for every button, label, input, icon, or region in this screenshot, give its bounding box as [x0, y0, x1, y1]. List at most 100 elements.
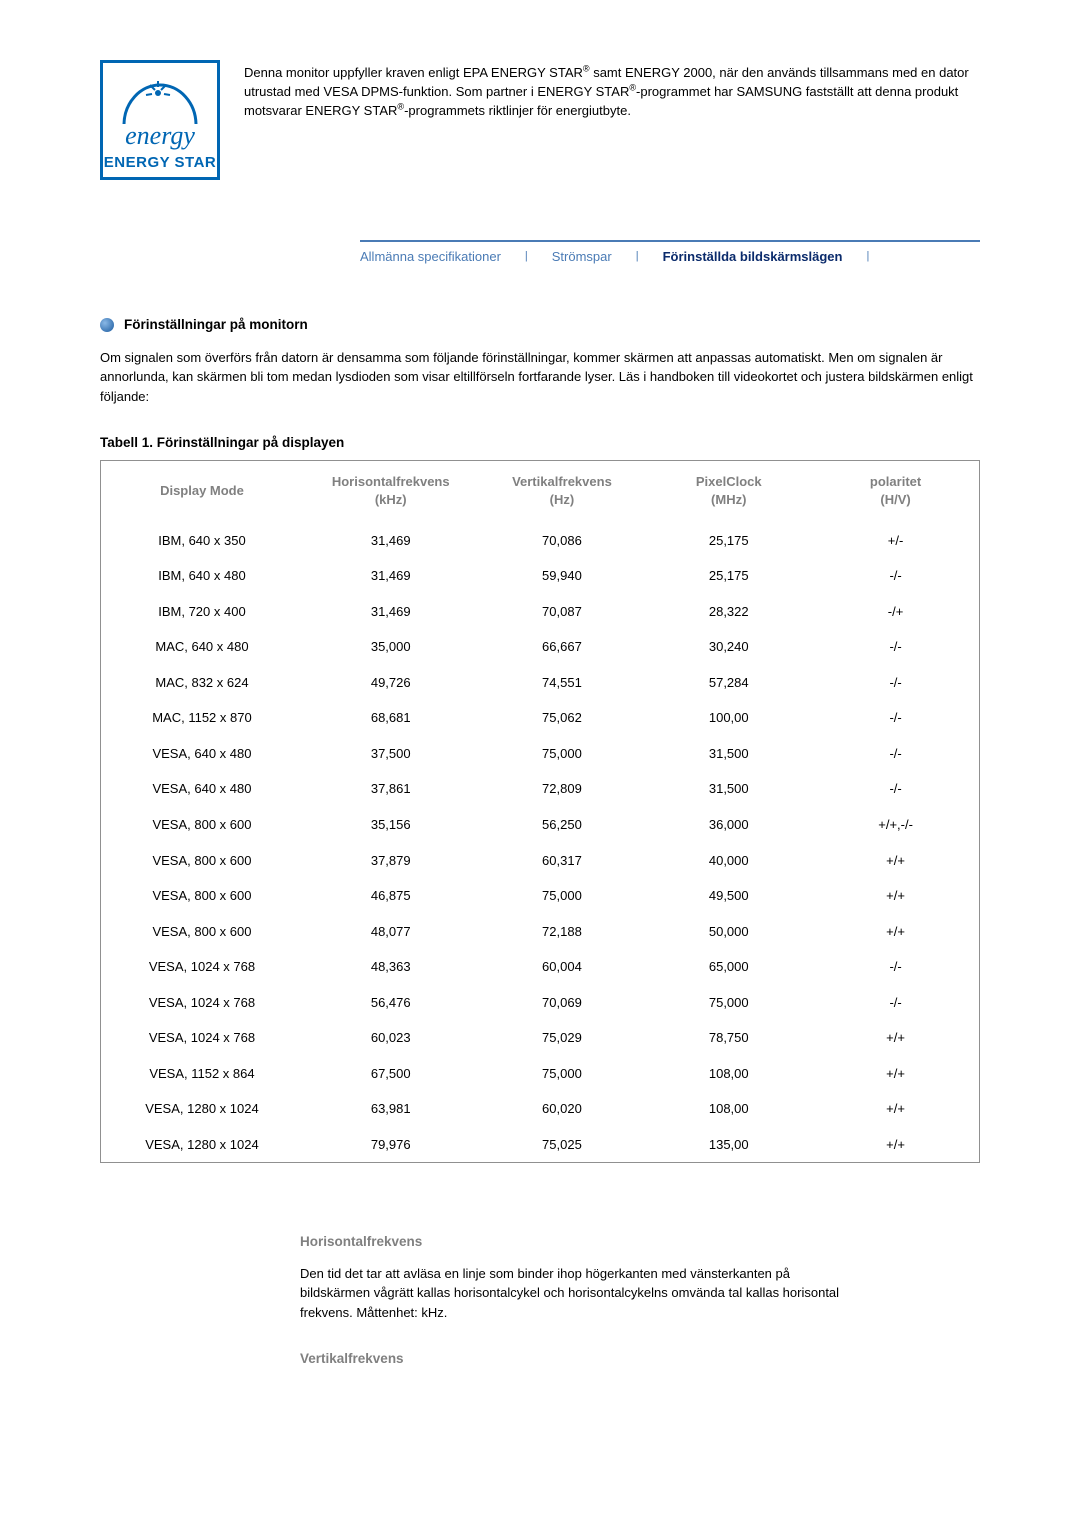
- table-row: MAC, 1152 x 87068,68175,062100,00-/-: [101, 700, 979, 736]
- table-cell: 135,00: [645, 1127, 812, 1163]
- section-paragraph: Om signalen som överförs från datorn är …: [100, 348, 980, 407]
- table-cell: 108,00: [645, 1091, 812, 1127]
- definitions-section: HorisontalfrekvensDen tid det tar att av…: [300, 1233, 860, 1368]
- table-row: VESA, 1152 x 86467,50075,000108,00+/+: [101, 1056, 979, 1092]
- table-cell: 56,250: [479, 807, 646, 843]
- table-cell: VESA, 1280 x 1024: [101, 1091, 303, 1127]
- table-row: VESA, 800 x 60037,87960,31740,000+/+: [101, 843, 979, 879]
- table-cell: -/-: [812, 771, 979, 807]
- table-cell: 48,363: [303, 949, 479, 985]
- table-cell: VESA, 1152 x 864: [101, 1056, 303, 1092]
- table-cell: -/-: [812, 558, 979, 594]
- table-cell: VESA, 800 x 600: [101, 914, 303, 950]
- table-cell: VESA, 800 x 600: [101, 878, 303, 914]
- table-header-cell: PixelClock(MHz): [645, 461, 812, 522]
- table-cell: 48,077: [303, 914, 479, 950]
- table-cell: 60,317: [479, 843, 646, 879]
- intro-part-3: -programmets riktlinjer för energiutbyte…: [404, 103, 631, 118]
- energy-star-logo: energy ENERGY STAR: [100, 60, 220, 180]
- table-cell: VESA, 640 x 480: [101, 771, 303, 807]
- table-cell: +/+: [812, 878, 979, 914]
- table-cell: 40,000: [645, 843, 812, 879]
- table-cell: MAC, 1152 x 870: [101, 700, 303, 736]
- bullet-icon: [100, 318, 114, 332]
- table-cell: 31,469: [303, 523, 479, 559]
- table-cell: 37,861: [303, 771, 479, 807]
- table-cell: 72,188: [479, 914, 646, 950]
- table-cell: 59,940: [479, 558, 646, 594]
- table-row: VESA, 640 x 48037,86172,80931,500-/-: [101, 771, 979, 807]
- logo-label: ENERGY STAR: [104, 153, 216, 173]
- table-cell: +/+: [812, 1127, 979, 1163]
- table-cell: VESA, 1024 x 768: [101, 1020, 303, 1056]
- table-cell: MAC, 832 x 624: [101, 665, 303, 701]
- table-cell: MAC, 640 x 480: [101, 629, 303, 665]
- table-row: MAC, 832 x 62449,72674,55157,284-/-: [101, 665, 979, 701]
- table-cell: 31,469: [303, 594, 479, 630]
- table-cell: 31,500: [645, 771, 812, 807]
- table-cell: 70,086: [479, 523, 646, 559]
- table-cell: 108,00: [645, 1056, 812, 1092]
- table-cell: VESA, 1280 x 1024: [101, 1127, 303, 1163]
- tab-preset-modes[interactable]: Förinställda bildskärmslägen: [663, 248, 843, 266]
- table-cell: 75,062: [479, 700, 646, 736]
- table-cell: -/-: [812, 985, 979, 1021]
- table-cell: 37,500: [303, 736, 479, 772]
- table-cell: IBM, 640 x 350: [101, 523, 303, 559]
- tab-separator: |: [866, 249, 869, 264]
- table-cell: -/-: [812, 629, 979, 665]
- table-cell: 37,879: [303, 843, 479, 879]
- table-row: IBM, 640 x 35031,46970,08625,175+/-: [101, 523, 979, 559]
- table-cell: 100,00: [645, 700, 812, 736]
- table-cell: 66,667: [479, 629, 646, 665]
- table-cell: -/+: [812, 594, 979, 630]
- tab-general-specs[interactable]: Allmänna specifikationer: [360, 248, 501, 266]
- table-body: IBM, 640 x 35031,46970,08625,175+/-IBM, …: [101, 523, 979, 1163]
- table-cell: 75,029: [479, 1020, 646, 1056]
- table-cell: +/-: [812, 523, 979, 559]
- table-header-cell: Vertikalfrekvens(Hz): [479, 461, 646, 522]
- table-cell: VESA, 1024 x 768: [101, 985, 303, 1021]
- table-row: VESA, 1024 x 76848,36360,00465,000-/-: [101, 949, 979, 985]
- preset-table-wrap: Display ModeHorisontalfrekvens(kHz)Verti…: [100, 460, 980, 1163]
- table-header-row: Display ModeHorisontalfrekvens(kHz)Verti…: [101, 461, 979, 522]
- table-cell: 31,469: [303, 558, 479, 594]
- table-cell: 67,500: [303, 1056, 479, 1092]
- table-cell: +/+: [812, 1091, 979, 1127]
- tab-separator: |: [636, 249, 639, 264]
- table-cell: 63,981: [303, 1091, 479, 1127]
- tab-powersave[interactable]: Strömspar: [552, 248, 612, 266]
- section-title: Förinställningar på monitorn: [124, 316, 308, 334]
- table-cell: 60,023: [303, 1020, 479, 1056]
- table-cell: 75,000: [479, 736, 646, 772]
- table-cell: 60,020: [479, 1091, 646, 1127]
- table-cell: IBM, 640 x 480: [101, 558, 303, 594]
- table-header-cell: Display Mode: [101, 461, 303, 522]
- table-row: VESA, 800 x 60035,15656,25036,000+/+,-/-: [101, 807, 979, 843]
- table-cell: 49,500: [645, 878, 812, 914]
- table-cell: 50,000: [645, 914, 812, 950]
- tab-bar: Allmänna specifikationer | Strömspar | F…: [360, 240, 980, 266]
- table-row: VESA, 1280 x 102479,97675,025135,00+/+: [101, 1127, 979, 1163]
- table-cell: VESA, 1024 x 768: [101, 949, 303, 985]
- section-header: Förinställningar på monitorn: [100, 316, 980, 334]
- table-cell: +/+,-/-: [812, 807, 979, 843]
- table-cell: 70,069: [479, 985, 646, 1021]
- table-cell: 60,004: [479, 949, 646, 985]
- table-row: VESA, 800 x 60046,87575,00049,500+/+: [101, 878, 979, 914]
- table-cell: 31,500: [645, 736, 812, 772]
- definition-title: Vertikalfrekvens: [300, 1350, 860, 1368]
- logo-arc-icon: [120, 69, 200, 124]
- definition-title: Horisontalfrekvens: [300, 1233, 860, 1251]
- table-header-cell: polaritet(H/V): [812, 461, 979, 522]
- table-cell: 25,175: [645, 558, 812, 594]
- table-cell: 57,284: [645, 665, 812, 701]
- table-caption: Tabell 1. Förinställningar på displayen: [100, 434, 980, 452]
- table-header-cell: Horisontalfrekvens(kHz): [303, 461, 479, 522]
- table-row: VESA, 1280 x 102463,98160,020108,00+/+: [101, 1091, 979, 1127]
- table-cell: 75,000: [645, 985, 812, 1021]
- table-cell: 35,156: [303, 807, 479, 843]
- table-cell: 30,240: [645, 629, 812, 665]
- table-cell: 46,875: [303, 878, 479, 914]
- table-row: VESA, 640 x 48037,50075,00031,500-/-: [101, 736, 979, 772]
